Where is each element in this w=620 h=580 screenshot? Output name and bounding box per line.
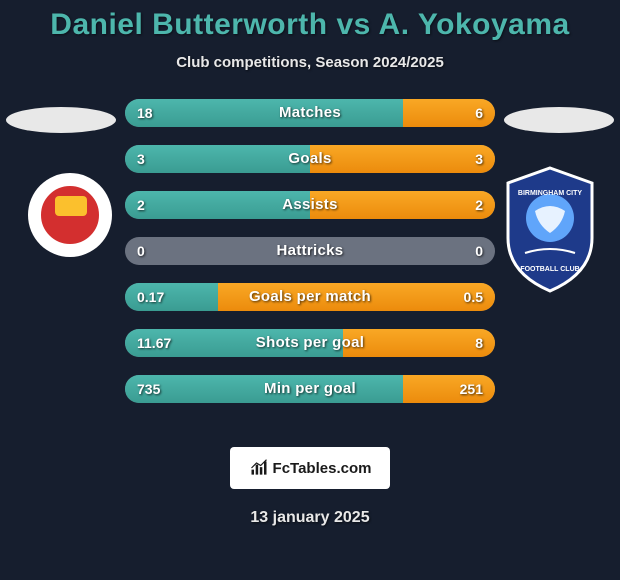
stat-label: Goals	[125, 145, 495, 173]
stat-value-left: 18	[137, 99, 153, 127]
stat-label: Goals per match	[125, 283, 495, 311]
stat-value-left: 2	[137, 191, 145, 219]
stat-row: Goals per match0.17 0.5	[125, 283, 495, 311]
swindon-town-crest-icon	[28, 173, 112, 257]
player-right-silhouette	[504, 107, 614, 133]
stat-value-right: 6	[475, 99, 483, 127]
stat-row: Goals3 3	[125, 145, 495, 173]
stat-value-left: 0.17	[137, 283, 164, 311]
stat-value-right: 0	[475, 237, 483, 265]
brand-name: FcTables.com	[273, 460, 372, 477]
comparison-area: BIRMINGHAM CITY FOOTBALL CLUB Matches18 6…	[0, 99, 620, 419]
birmingham-city-crest-icon: BIRMINGHAM CITY FOOTBALL CLUB	[500, 163, 600, 293]
stat-label: Hattricks	[125, 237, 495, 265]
stat-value-left: 0	[137, 237, 145, 265]
brand-footer: FcTables.com	[230, 447, 390, 489]
stat-value-right: 8	[475, 329, 483, 357]
page-title: Daniel Butterworth vs A. Yokoyama	[0, 0, 620, 42]
stat-value-left: 3	[137, 145, 145, 173]
player-left-silhouette	[6, 107, 116, 133]
club-badge-left	[28, 173, 112, 257]
stat-value-right: 0.5	[464, 283, 483, 311]
stat-label: Matches	[125, 99, 495, 127]
stat-row: Hattricks0 0	[125, 237, 495, 265]
svg-text:BIRMINGHAM CITY: BIRMINGHAM CITY	[518, 190, 582, 197]
club-badge-right: BIRMINGHAM CITY FOOTBALL CLUB	[500, 173, 600, 303]
stat-value-right: 3	[475, 145, 483, 173]
svg-text:FOOTBALL CLUB: FOOTBALL CLUB	[520, 266, 579, 273]
stat-value-left: 11.67	[137, 329, 171, 357]
date-label: 13 january 2025	[0, 509, 620, 527]
stat-row: Min per goal735 251	[125, 375, 495, 403]
infographic-container: Daniel Butterworth vs A. Yokoyama Club c…	[0, 0, 620, 580]
subtitle: Club competitions, Season 2024/2025	[0, 54, 620, 71]
stat-label: Shots per goal	[125, 329, 495, 357]
stat-value-right: 2	[475, 191, 483, 219]
stat-row: Shots per goal11.67 8	[125, 329, 495, 357]
stat-label: Assists	[125, 191, 495, 219]
stat-value-right: 251	[460, 375, 483, 403]
stat-row: Matches18 6	[125, 99, 495, 127]
stat-value-left: 735	[137, 375, 160, 403]
stat-label: Min per goal	[125, 375, 495, 403]
comparison-bars: Matches18 6 Goals3 3 Assists2 2 Hattricks0 0 Goa…	[125, 99, 495, 403]
stat-row: Assists2 2	[125, 191, 495, 219]
chart-icon	[249, 458, 269, 478]
